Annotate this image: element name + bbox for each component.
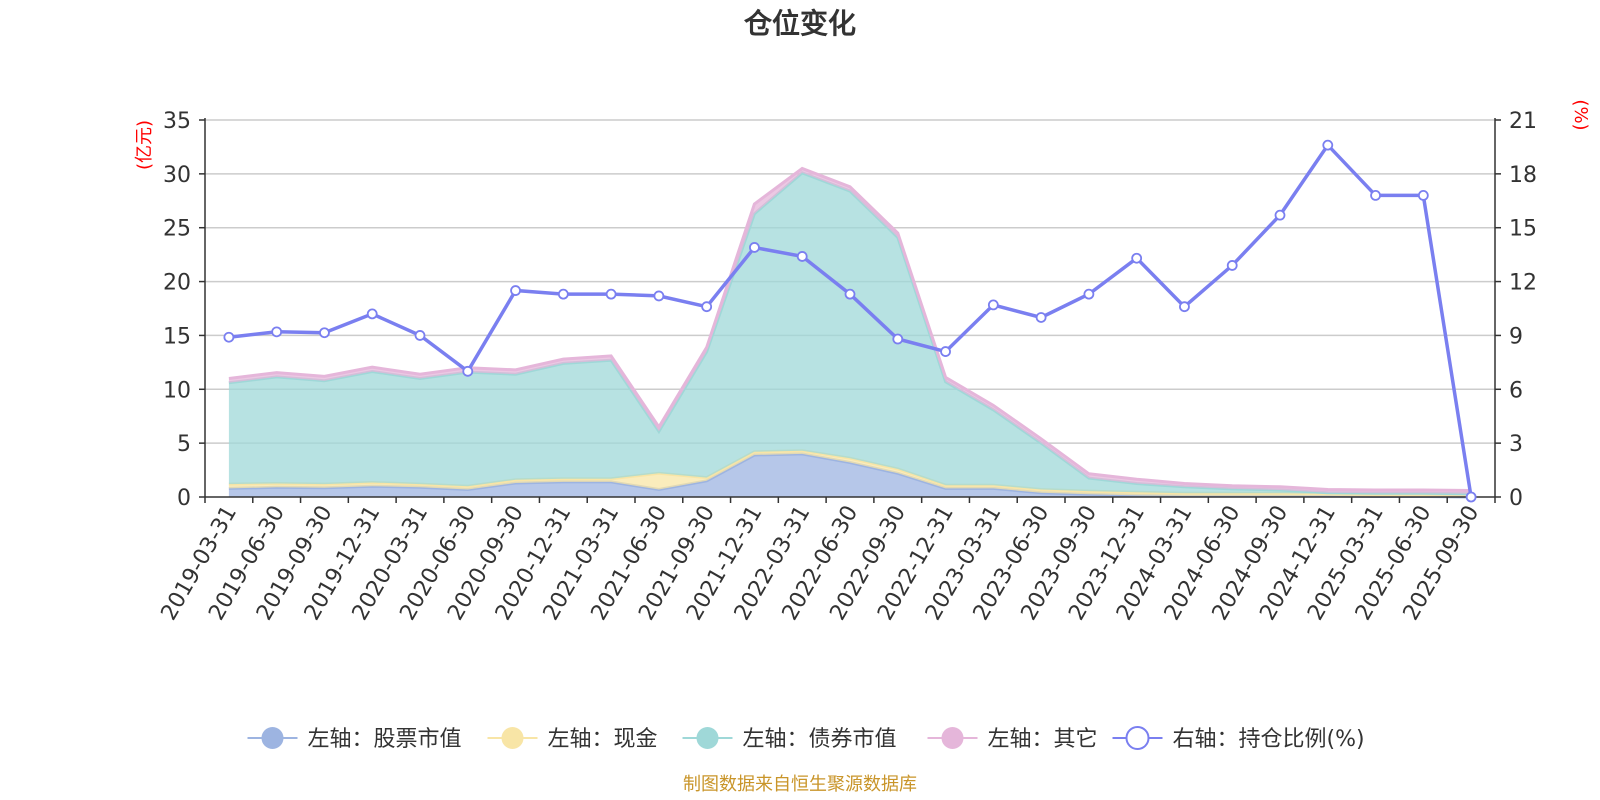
legend-marker-icon: [1125, 726, 1150, 750]
ratio-point[interactable]: [414, 330, 426, 341]
ratio-point[interactable]: [892, 333, 904, 345]
legend-item-2[interactable]: 左轴：现金: [487, 727, 658, 752]
ratio-point[interactable]: [1417, 189, 1429, 201]
ratio-point[interactable]: [1179, 301, 1190, 313]
ratio-point[interactable]: [1035, 312, 1047, 323]
ratio-point[interactable]: [1131, 252, 1143, 264]
legend-marker-icon: [501, 727, 524, 749]
left-tick-label: 0: [177, 486, 191, 511]
stacked-areas: [228, 166, 1472, 499]
ratio-point[interactable]: [366, 308, 378, 320]
legend-label: 左轴：现金: [548, 727, 658, 752]
source-note: 制图数据来自恒生聚源数据库: [683, 774, 917, 795]
legend-item-3[interactable]: 左轴：债券市值: [682, 727, 897, 752]
ratio-point[interactable]: [749, 242, 760, 253]
ratio-point[interactable]: [1322, 139, 1334, 151]
legend-item-4[interactable]: 左轴：其它: [927, 727, 1098, 752]
area-edge-4: [228, 166, 1472, 492]
left-tick-label: 10: [163, 378, 191, 403]
ratio-point[interactable]: [940, 346, 951, 357]
ratio-line: [223, 139, 1477, 503]
ratio-point[interactable]: [1274, 209, 1286, 221]
x-axis-labels: 2019-03-312019-06-302019-09-302019-12-31…: [157, 502, 1485, 625]
legend-marker-icon: [696, 727, 719, 749]
right-tick-label: 6: [1509, 378, 1523, 403]
left-tick-label: 20: [163, 271, 191, 296]
legend-label: 左轴：其它: [988, 727, 1098, 752]
ratio-point[interactable]: [1226, 260, 1238, 271]
ratio-point[interactable]: [987, 299, 999, 311]
ratio-point[interactable]: [1083, 288, 1095, 300]
ratio-point[interactable]: [796, 251, 808, 262]
left-tick-label: 30: [163, 163, 191, 188]
legend-marker-icon: [941, 727, 964, 749]
ratio-point[interactable]: [462, 365, 474, 377]
right-tick-label: 15: [1509, 217, 1537, 242]
legend-label: 左轴：股票市值: [308, 727, 462, 752]
ratio-point[interactable]: [557, 288, 569, 300]
right-tick-label: 0: [1509, 486, 1523, 511]
right-tick-label: 21: [1509, 109, 1537, 134]
legend-item-5[interactable]: 右轴：持仓比例(%): [1112, 726, 1365, 752]
ratio-point[interactable]: [223, 331, 235, 343]
ratio-point[interactable]: [653, 290, 665, 302]
right-tick-label: 18: [1509, 163, 1537, 188]
right-axis-unit: (%): [1570, 99, 1591, 130]
ratio-point[interactable]: [844, 288, 856, 300]
legend-label: 左轴：债券市值: [743, 727, 897, 752]
ratio-point[interactable]: [1465, 491, 1477, 503]
ratio-point[interactable]: [510, 285, 521, 296]
ratio-point[interactable]: [701, 301, 713, 313]
right-tick-label: 12: [1509, 271, 1537, 296]
area-series-2: [228, 450, 1472, 497]
axes: 0 5 10 15 20 25 30 35 0 3 6 9 12 15 18 21: [163, 109, 1537, 511]
ratio-point[interactable]: [1370, 189, 1381, 201]
legend-item-1[interactable]: 左轴：股票市值: [247, 727, 462, 752]
area-series-1: [228, 453, 1472, 497]
left-tick-label: 15: [163, 324, 191, 349]
ratio-point[interactable]: [319, 327, 330, 339]
right-tick-label: 3: [1509, 432, 1523, 457]
area-series-3: [228, 172, 1472, 495]
legend-label: 右轴：持仓比例(%): [1173, 727, 1365, 752]
legend: 左轴：股票市值 左轴：现金 左轴：债券市值 左轴：其它 右轴：持仓比例(%): [247, 726, 1365, 752]
left-tick-label: 5: [177, 432, 191, 457]
right-tick-label: 9: [1509, 324, 1523, 349]
chart-title: 仓位变化: [744, 7, 856, 40]
legend-marker-icon: [261, 727, 284, 749]
left-tick-label: 35: [163, 109, 191, 134]
left-tick-label: 25: [163, 217, 191, 242]
ratio-point[interactable]: [271, 326, 283, 338]
ratio-point[interactable]: [605, 288, 617, 300]
left-axis-unit: (亿元): [134, 120, 155, 170]
